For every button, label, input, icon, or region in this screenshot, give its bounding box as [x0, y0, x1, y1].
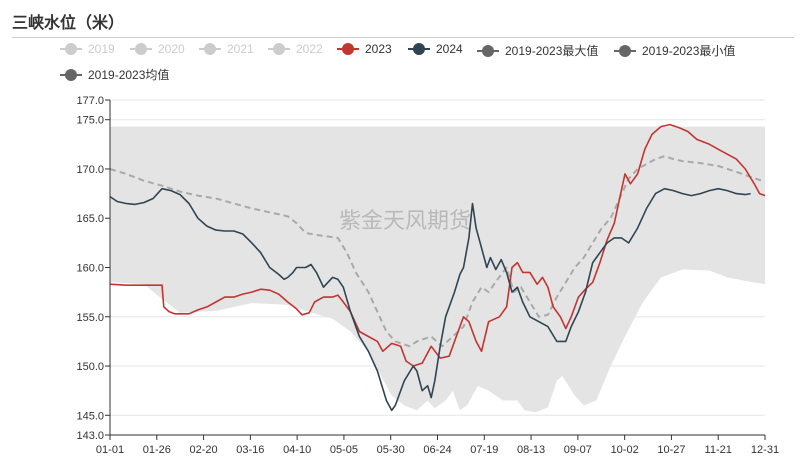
x-tick-label: 02-20 [190, 444, 218, 456]
series-lines [109, 123, 766, 412]
legend-line-dot-icon [60, 43, 82, 55]
x-tick-label: 10-02 [611, 444, 639, 456]
legend-line-dot-icon [408, 43, 430, 55]
legend-item-max[interactable]: 2019-2023最大值 [477, 42, 598, 59]
y-tick-label: 165.0 [76, 213, 104, 225]
legend-label: 2020 [158, 42, 185, 56]
legend-label: 2021 [227, 42, 254, 56]
legend-item-mean[interactable]: 2019-2023均值 [60, 66, 169, 83]
y-tick-label: 143.0 [76, 430, 104, 442]
legend-line-dot-icon [477, 44, 499, 57]
y-tick-label: 145.0 [76, 410, 104, 422]
legend-label: 2019-2023均值 [88, 68, 170, 82]
legend-label: 2019 [88, 42, 115, 56]
legend-line-dot-icon [199, 43, 221, 55]
x-tick-label: 11-21 [705, 444, 732, 456]
chart-title: 三峡水位（米） [12, 15, 125, 32]
legend-item-2022[interactable]: 2022 [268, 42, 323, 56]
legend-line-dot-icon [337, 43, 359, 55]
legend-label: 2019-2023最大值 [505, 44, 599, 58]
legend-item-2019[interactable]: 2019 [60, 42, 115, 56]
watermark: 紫金天风期货 [339, 208, 471, 233]
x-tick-label: 10-27 [657, 444, 685, 456]
series-line-2024 [109, 187, 751, 412]
series-line-2019-2023均值 [109, 155, 766, 348]
legend-item-2024[interactable]: 2024 [408, 42, 463, 56]
title-divider [12, 37, 794, 38]
legend-item-min[interactable]: 2019-2023最小值 [614, 42, 735, 59]
legend-item-2021[interactable]: 2021 [199, 42, 254, 56]
x-tick-label: 04-10 [283, 444, 311, 456]
y-tick-label: 155.0 [76, 312, 104, 324]
x-tick-label: 06-24 [423, 444, 451, 456]
axes: 143.0 145.0 150.0 155.0 160.0 165.0 170.0 175.0… [76, 95, 779, 456]
y-tick-label: 170.0 [76, 164, 104, 176]
y-tick-label: 150.0 [76, 361, 104, 373]
x-tick-label: 07-19 [470, 444, 498, 456]
legend-line-dot-icon [614, 44, 636, 57]
x-tick-label: 12-31 [751, 444, 779, 456]
x-tick-label: 01-01 [96, 444, 124, 456]
series-line-2023 [109, 123, 766, 367]
legend-line-dot-icon [130, 43, 152, 55]
legend-label: 2023 [365, 42, 392, 56]
legend-label: 2024 [436, 42, 463, 56]
x-tick-label: 05-30 [377, 444, 405, 456]
legend-label: 2022 [296, 42, 323, 56]
y-tick-label: 177.0 [76, 95, 104, 107]
legend-item-2020[interactable]: 2020 [130, 42, 185, 56]
legend-item-2023[interactable]: 2023 [337, 42, 392, 56]
legend-label: 2019-2023最小值 [642, 44, 736, 58]
x-tick-label: 08-13 [517, 444, 545, 456]
x-tick-label: 09-07 [564, 444, 592, 456]
max-min-band [110, 126, 765, 413]
max-min-band-area [110, 126, 765, 413]
y-tick-label: 160.0 [76, 263, 104, 275]
x-tick-label: 05-05 [330, 444, 358, 456]
y-tick-label: 175.0 [76, 115, 104, 127]
legend-line-dot-icon [60, 68, 82, 81]
x-tick-label: 03-16 [236, 444, 264, 456]
legend-line-dot-icon [268, 43, 290, 55]
x-tick-label: 01-26 [143, 444, 171, 456]
